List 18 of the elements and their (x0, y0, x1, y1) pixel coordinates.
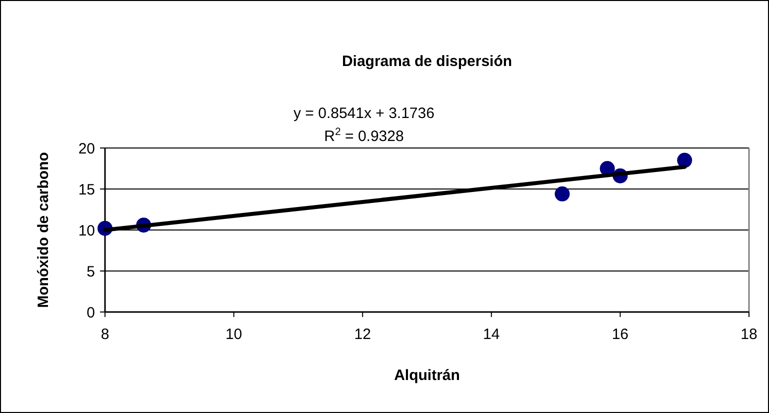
point (677, 152, 692, 168)
y-axis-title: Monóxido de carbono (35, 152, 52, 308)
y-tick-label: 0 (86, 304, 95, 322)
x-tick-label: 16 (612, 326, 629, 343)
y-tick-label: 5 (86, 263, 95, 280)
text: y = 0.8541x + 3.1736 (294, 105, 434, 122)
point (554, 186, 570, 202)
y-tick-label: 10 (78, 222, 95, 240)
chart-title: Diagrama de dispersión (342, 53, 512, 70)
x-tick-label: 10 (225, 326, 242, 343)
text: R$^{2}$ = 0.9328 (324, 126, 404, 145)
y-tick-label: 15 (78, 181, 95, 198)
x-tick-label: 12 (354, 326, 371, 343)
x-tick-label: 18 (740, 326, 758, 343)
y-tick-label: 20 (78, 140, 95, 158)
x-tick-label: 8 (100, 326, 110, 343)
x-tick-label: 14 (483, 326, 500, 343)
x-axis-title: Alquitrán (394, 367, 460, 384)
